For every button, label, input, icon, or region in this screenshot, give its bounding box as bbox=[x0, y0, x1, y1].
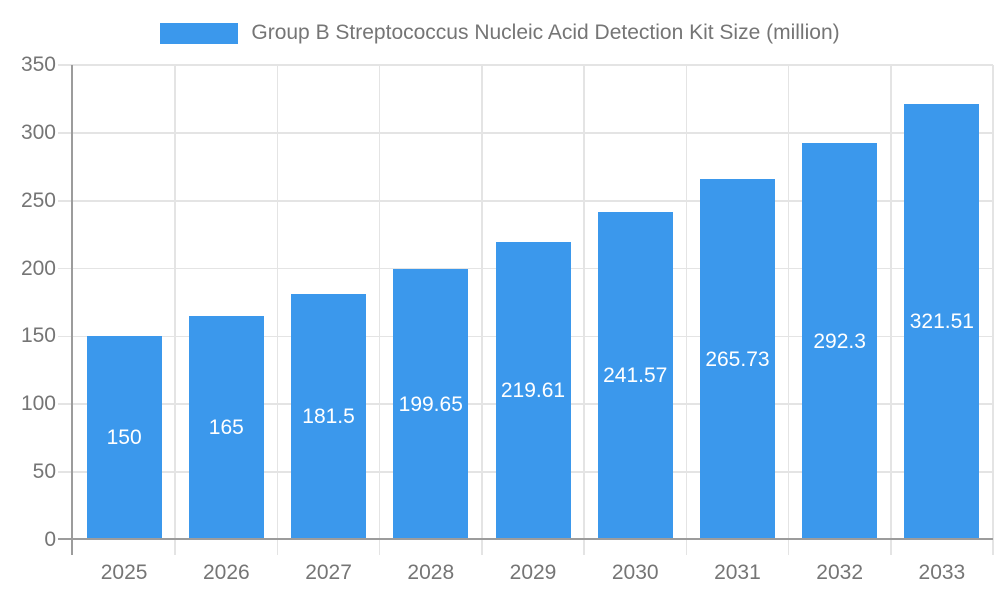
bar bbox=[291, 293, 367, 540]
y-axis-label: 200 bbox=[20, 256, 56, 280]
v-gridline bbox=[481, 65, 483, 540]
y-axis-label: 350 bbox=[20, 53, 56, 76]
h-gridline bbox=[73, 199, 993, 202]
v-gridline bbox=[378, 65, 381, 540]
x-axis-label: 2031 bbox=[714, 561, 761, 584]
x-tick bbox=[787, 540, 790, 555]
h-gridline bbox=[73, 132, 993, 134]
bar-value-label: 265.73 bbox=[705, 347, 770, 371]
legend[interactable]: Group B Streptococcus Nucleic Acid Detec… bbox=[0, 21, 1000, 45]
bar bbox=[597, 212, 673, 540]
y-axis-label: 0 bbox=[44, 528, 56, 551]
v-gridline bbox=[787, 65, 790, 540]
x-tick bbox=[174, 540, 177, 555]
y-tick bbox=[58, 132, 73, 134]
x-tick bbox=[276, 540, 279, 555]
y-tick bbox=[58, 471, 73, 473]
bar-value-label: 199.65 bbox=[398, 392, 463, 416]
bar-value-label: 181.5 bbox=[302, 404, 355, 428]
x-axis-line bbox=[58, 538, 993, 540]
bar bbox=[802, 143, 878, 540]
y-tick bbox=[58, 64, 73, 66]
y-tick bbox=[58, 199, 73, 202]
v-gridline bbox=[685, 65, 688, 540]
bar-value-label: 292.3 bbox=[813, 329, 866, 353]
x-tick bbox=[378, 540, 381, 555]
x-tick bbox=[685, 540, 688, 555]
bar-value-label: 241.57 bbox=[603, 364, 668, 388]
v-gridline bbox=[889, 65, 892, 540]
bar bbox=[495, 241, 571, 540]
bar bbox=[86, 336, 162, 540]
x-axis-label: 2026 bbox=[202, 561, 250, 584]
bar bbox=[904, 103, 980, 540]
x-axis-label: 2033 bbox=[918, 561, 966, 584]
bar-value-label: 150 bbox=[106, 426, 142, 450]
y-tick bbox=[58, 403, 73, 406]
bar bbox=[393, 269, 469, 540]
y-axis-label: 250 bbox=[20, 188, 56, 212]
y-axis-label: 150 bbox=[20, 324, 56, 348]
y-axis-label: 300 bbox=[20, 120, 56, 144]
bar-value-label: 165 bbox=[208, 416, 244, 440]
y-axis-label: 100 bbox=[20, 392, 56, 416]
x-axis-label: 2029 bbox=[509, 561, 557, 584]
v-gridline bbox=[174, 65, 177, 540]
x-axis-label: 2028 bbox=[407, 561, 455, 584]
x-axis-label: 2032 bbox=[816, 561, 864, 584]
bar bbox=[699, 179, 775, 540]
plot-area: 150 165 181.5 199.65 219.61 241.57 265.73 292.3… bbox=[58, 64, 994, 555]
x-tick bbox=[583, 540, 585, 555]
x-axis-label: 2027 bbox=[305, 561, 352, 584]
y-axis-line bbox=[71, 65, 73, 555]
legend-swatch bbox=[160, 22, 239, 44]
x-tick bbox=[992, 540, 994, 555]
legend-label: Group B Streptococcus Nucleic Acid Detec… bbox=[251, 21, 840, 44]
x-tick bbox=[889, 540, 892, 555]
x-tick bbox=[481, 540, 483, 555]
x-axis-label: 2030 bbox=[611, 561, 659, 584]
h-gridline bbox=[73, 64, 993, 66]
bar-value-label: 321.51 bbox=[909, 309, 974, 333]
x-axis-label: 2025 bbox=[100, 561, 148, 584]
v-gridline bbox=[276, 65, 279, 540]
v-gridline bbox=[583, 65, 585, 540]
y-tick bbox=[58, 267, 73, 270]
bar bbox=[188, 316, 264, 540]
y-tick bbox=[58, 335, 73, 338]
v-gridline bbox=[992, 65, 994, 540]
y-axis-label: 50 bbox=[32, 460, 56, 484]
bar-value-label: 219.61 bbox=[500, 378, 566, 402]
